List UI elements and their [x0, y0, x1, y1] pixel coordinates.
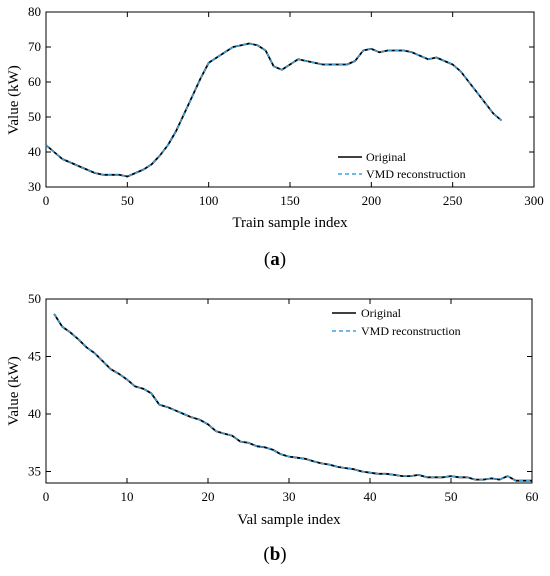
chart-b-ytick-label: 50 — [28, 291, 41, 306]
chart-a-xlabel: Train sample index — [232, 215, 348, 231]
chart-b-ytick-label: 45 — [28, 349, 41, 364]
chart-b-xtick-label: 30 — [283, 489, 296, 504]
chart-a-plot-area — [45, 11, 535, 188]
chart-b-series — [53, 313, 532, 482]
chart-a-xtick-label: 0 — [43, 193, 50, 208]
chart-b-xlabel: Val sample index — [237, 512, 341, 528]
chart-b-ytick-label: 35 — [28, 464, 41, 479]
chart-a-xtick-label: 50 — [121, 193, 134, 208]
chart-a-xtick-label: 250 — [443, 193, 463, 208]
chart-b-legend: Original VMD reconstruction — [332, 306, 461, 338]
chart-a-series-vmd-reconstruction — [45, 42, 502, 178]
chart-b-legend-label-vmd: VMD reconstruction — [361, 324, 461, 338]
chart-a-xtick-label: 100 — [199, 193, 219, 208]
chart-a-caption: (a) — [264, 249, 286, 270]
chart-b-xtick-label: 20 — [202, 489, 215, 504]
chart-b-ytick-label: 40 — [28, 406, 41, 421]
chart-a-xtick-label: 200 — [362, 193, 382, 208]
chart-a-ytick-label: 30 — [28, 179, 41, 194]
chart-a-ytick-label: 40 — [28, 144, 41, 159]
chart-a-legend-label-vmd: VMD reconstruction — [366, 167, 466, 181]
chart-a-ticks: 0 50 100 150 200 250 300 30 40 50 60 70 80 — [28, 4, 544, 208]
chart-b-xtick-label: 50 — [445, 489, 458, 504]
chart-b-series-vmd-reconstruction — [53, 313, 532, 482]
chart-a-legend-label-original: Original — [366, 150, 407, 164]
chart-a: 0 50 100 150 200 250 300 30 40 50 60 70 80 Train sam… — [6, 4, 544, 270]
chart-b-caption-letter: b — [270, 544, 281, 565]
chart-a-ytick-label: 60 — [28, 74, 41, 89]
chart-a-series-original — [45, 42, 503, 178]
chart-b-ylabel: Value (kW) — [6, 356, 22, 426]
chart-b: 0 10 20 30 40 50 60 35 40 45 50 Val sample index V… — [6, 291, 539, 565]
chart-a-ytick-label: 50 — [28, 109, 41, 124]
chart-a-series — [45, 42, 503, 178]
chart-a-caption-letter: a — [270, 249, 280, 270]
chart-a-legend: Original VMD reconstruction — [338, 150, 466, 181]
chart-a-ytick-label: 80 — [28, 4, 41, 19]
chart-a-ytick-label: 70 — [28, 39, 41, 54]
chart-b-xtick-label: 0 — [43, 489, 50, 504]
chart-b-legend-label-original: Original — [361, 306, 402, 320]
chart-a-ylabel: Value (kW) — [6, 65, 22, 135]
chart-b-xtick-label: 60 — [526, 489, 539, 504]
chart-a-xtick-label: 300 — [524, 193, 544, 208]
chart-b-xtick-label: 40 — [364, 489, 377, 504]
chart-b-caption: (b) — [263, 544, 286, 565]
chart-b-ticks: 0 10 20 30 40 50 60 35 40 45 50 — [28, 291, 539, 504]
chart-a-xtick-label: 150 — [280, 193, 300, 208]
chart-b-series-original — [53, 313, 532, 482]
chart-b-xtick-label: 10 — [121, 489, 134, 504]
